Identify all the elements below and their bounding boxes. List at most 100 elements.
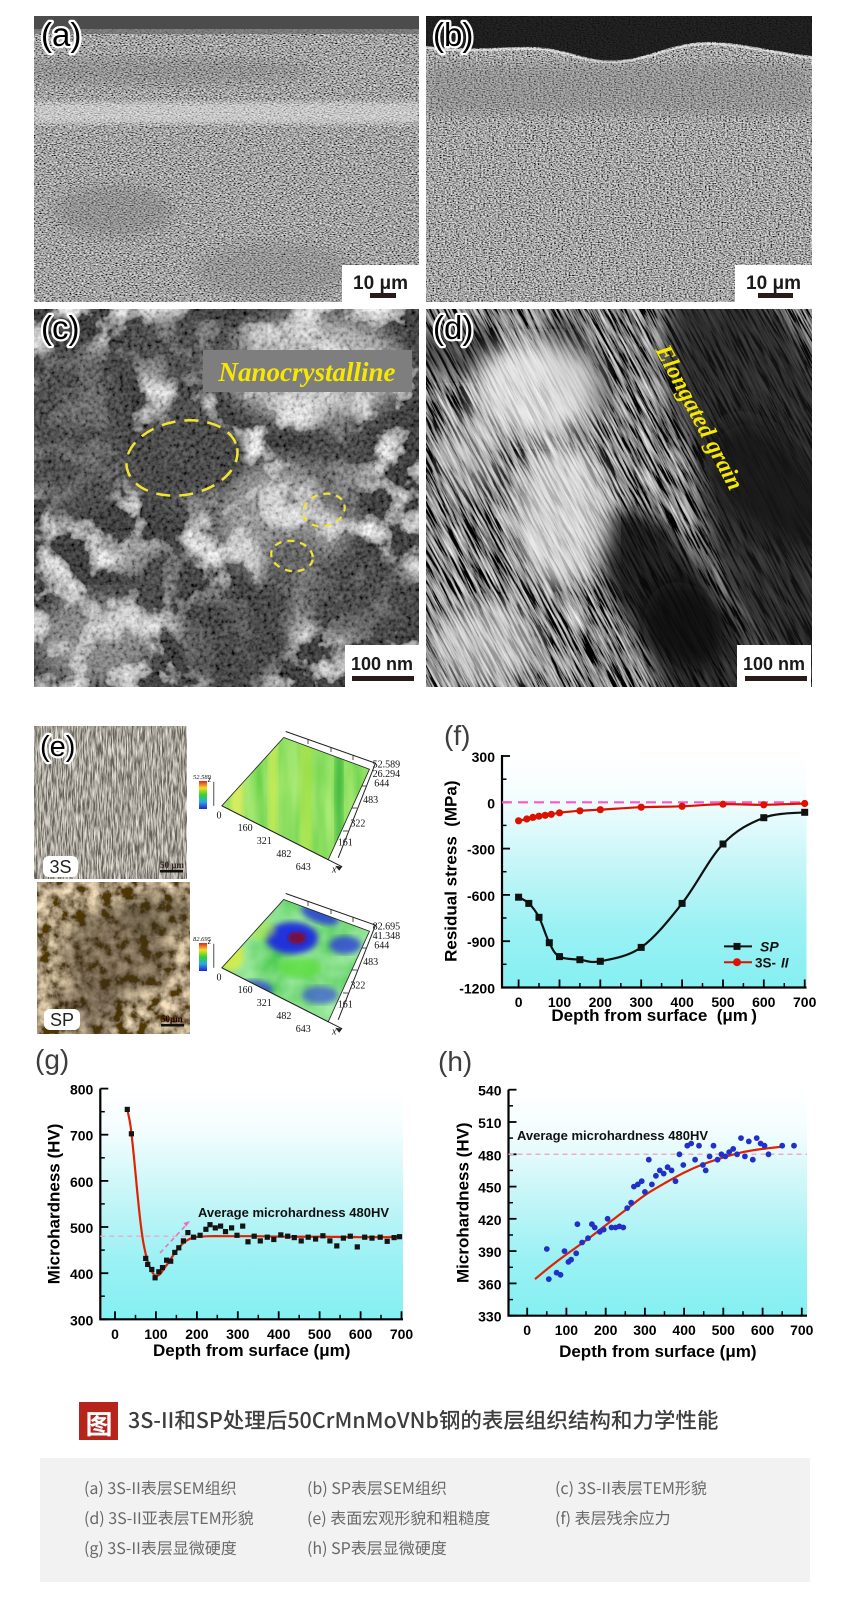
svg-text:0: 0 [111,1326,119,1342]
svg-text:600: 600 [70,1174,94,1190]
svg-text:420: 420 [478,1212,502,1228]
svg-text:321: 321 [257,836,272,847]
svg-text:360: 360 [478,1276,502,1292]
svg-text:300: 300 [226,1326,250,1342]
svg-text:Residual stress (MPa): Residual stress (MPa) [442,780,461,961]
svg-text:-600: -600 [467,888,495,904]
svg-text:700: 700 [790,1322,814,1338]
svg-text:-300: -300 [467,842,495,858]
svg-text:Depth from surface (μm ): Depth from surface (μm ) [551,1006,757,1025]
svg-text:50 μm: 50 μm [160,860,184,870]
svg-text:700: 700 [390,1326,414,1342]
svg-text:Microhardness (HV): Microhardness (HV) [454,1122,473,1283]
svg-text:52.589: 52.589 [193,774,212,781]
svg-text:Depth from surface (μm): Depth from surface (μm) [559,1342,756,1361]
svg-text:482: 482 [276,849,291,860]
svg-text:800: 800 [70,1082,94,1098]
svg-text:200: 200 [589,994,613,1010]
svg-text:480: 480 [478,1147,502,1163]
svg-text:100 nm: 100 nm [351,654,413,674]
svg-text:161: 161 [338,999,353,1010]
svg-text:(f): (f) [444,720,470,751]
svg-text:(c): (c) [41,309,79,346]
svg-text:z: z [207,775,212,784]
svg-text:82.695: 82.695 [373,922,401,933]
svg-text:x: x [331,865,337,876]
svg-text:540: 540 [478,1083,502,1099]
svg-text:322: 322 [350,980,365,991]
svg-text:(h): (h) [438,1046,472,1077]
svg-text:643: 643 [296,1024,311,1035]
svg-text:330: 330 [478,1309,502,1325]
svg-text:322: 322 [350,818,365,829]
svg-text:644: 644 [374,779,389,790]
svg-text:644: 644 [374,941,389,952]
svg-text:160: 160 [238,823,253,834]
svg-text:100: 100 [548,994,572,1010]
svg-text:0: 0 [487,795,495,811]
svg-text:500: 500 [712,1322,736,1338]
svg-text:300: 300 [70,1312,94,1328]
svg-text:0: 0 [523,1322,531,1338]
svg-text:SP: SP [50,1010,74,1030]
svg-text:700: 700 [793,994,817,1010]
svg-text:3S-: 3S- [755,955,776,970]
svg-text:x: x [331,1027,337,1038]
svg-text:600: 600 [751,1322,775,1338]
svg-text:400: 400 [672,1322,696,1338]
svg-text:100: 100 [555,1322,579,1338]
svg-text:3S: 3S [49,857,71,877]
svg-text:Nanocrystalline: Nanocrystalline [217,357,395,387]
svg-text:0: 0 [515,994,523,1010]
svg-text:z: z [207,937,212,946]
svg-text:321: 321 [257,998,272,1009]
svg-text:483: 483 [363,795,378,806]
svg-text:SP: SP [760,939,779,955]
svg-text:200: 200 [185,1326,209,1342]
svg-text:(b): (b) [433,16,473,53]
svg-text:(a): (a) [41,16,81,53]
svg-text:100 nm: 100 nm [743,654,805,674]
svg-text:500: 500 [711,994,735,1010]
svg-text:500: 500 [308,1326,332,1342]
svg-text:510: 510 [478,1115,502,1131]
svg-text:26.294: 26.294 [373,769,401,780]
svg-text:Depth from surface (μm): Depth from surface (μm) [153,1341,350,1360]
svg-text:700: 700 [70,1128,94,1144]
svg-text:41.348: 41.348 [373,931,401,942]
svg-text:100: 100 [144,1326,168,1342]
svg-text:(e): (e) [40,731,75,763]
svg-text:400: 400 [70,1266,94,1282]
svg-text:500: 500 [70,1220,94,1236]
svg-text:160: 160 [238,985,253,996]
svg-text:390: 390 [478,1244,502,1260]
svg-text:-900: -900 [467,934,495,950]
svg-text:(d): (d) [433,309,473,346]
svg-text:10 μm: 10 μm [746,273,801,294]
svg-text:600: 600 [349,1326,373,1342]
svg-text:200: 200 [594,1322,618,1338]
svg-text:50μm: 50μm [161,1014,183,1024]
svg-text:Average microhardness 480HV: Average microhardness 480HV [198,1205,389,1220]
svg-text:0: 0 [217,810,222,821]
svg-text:52.589: 52.589 [373,760,401,771]
svg-text:450: 450 [478,1180,502,1196]
svg-text:400: 400 [267,1326,291,1342]
svg-text:0: 0 [217,972,222,983]
svg-text:82.695: 82.695 [193,936,212,943]
svg-text:(g): (g) [35,1044,69,1075]
svg-text:Average microhardness 480HV: Average microhardness 480HV [517,1128,708,1143]
svg-text:161: 161 [338,837,353,848]
svg-text:-1200: -1200 [459,981,495,997]
svg-text:300: 300 [472,749,496,765]
svg-text:400: 400 [670,994,694,1010]
svg-text:600: 600 [752,994,776,1010]
svg-text:Microhardness (HV): Microhardness (HV) [45,1124,64,1285]
svg-text:II: II [781,955,789,970]
svg-text:643: 643 [296,862,311,873]
svg-text:300: 300 [633,1322,657,1338]
svg-text:482: 482 [276,1011,291,1022]
svg-text:300: 300 [630,994,654,1010]
svg-text:483: 483 [363,957,378,968]
svg-text:10 μm: 10 μm [353,273,408,294]
